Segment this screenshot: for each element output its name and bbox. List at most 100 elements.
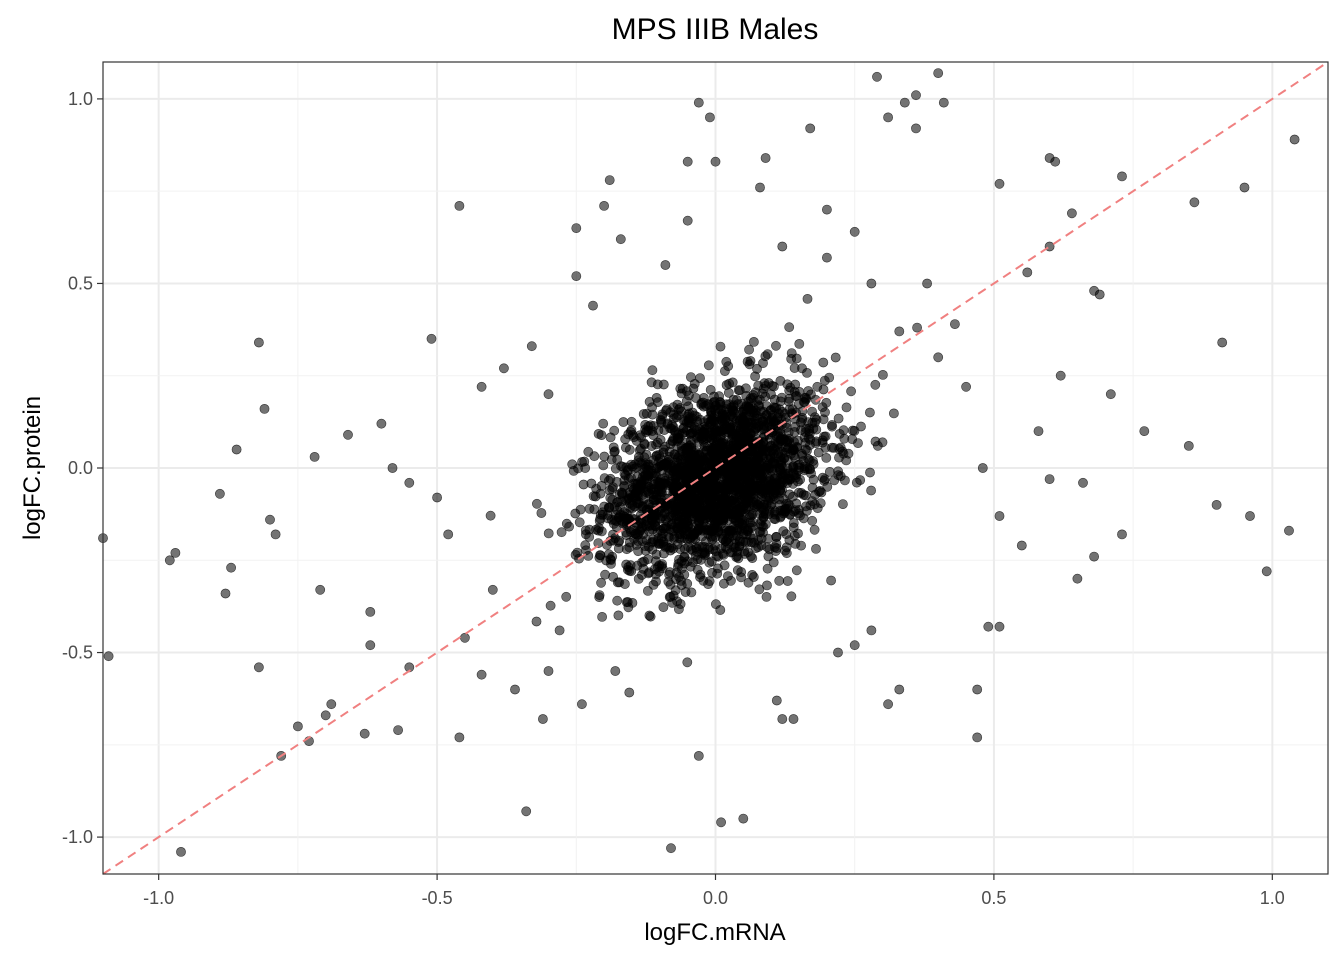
- data-point: [741, 503, 752, 514]
- data-point: [777, 714, 788, 724]
- data-point: [616, 487, 627, 498]
- data-point: [782, 379, 793, 390]
- data-point: [674, 432, 685, 443]
- data-point: [847, 425, 858, 436]
- data-point: [734, 541, 745, 552]
- data-point: [994, 621, 1005, 632]
- data-point: [634, 515, 645, 526]
- data-point: [668, 409, 679, 420]
- data-point: [983, 621, 994, 632]
- data-point: [784, 322, 795, 333]
- data-point: [694, 516, 705, 526]
- data-point: [689, 530, 699, 540]
- data-point: [638, 409, 649, 419]
- x-tick-label: -0.5: [422, 888, 453, 908]
- data-point: [661, 457, 672, 468]
- data-point: [994, 178, 1005, 189]
- data-point: [765, 441, 776, 452]
- data-point: [743, 547, 753, 558]
- data-point: [561, 591, 572, 602]
- data-point: [804, 426, 814, 437]
- data-point: [694, 431, 705, 442]
- data-point: [605, 473, 616, 484]
- data-point: [782, 454, 793, 465]
- data-point: [824, 466, 835, 477]
- data-point: [231, 444, 242, 455]
- data-point: [1284, 525, 1294, 536]
- data-point: [690, 490, 701, 501]
- data-point: [933, 352, 944, 363]
- data-point: [1245, 511, 1255, 521]
- data-point: [697, 461, 708, 472]
- data-point: [610, 533, 620, 543]
- data-point: [1033, 426, 1044, 436]
- data-point: [731, 552, 742, 562]
- data-point: [586, 478, 597, 489]
- data-point: [817, 435, 828, 446]
- data-point: [612, 595, 623, 606]
- data-point: [827, 421, 837, 432]
- data-point: [635, 430, 645, 441]
- data-point: [756, 503, 767, 513]
- data-point: [883, 699, 893, 710]
- data-point: [685, 428, 696, 439]
- data-point: [595, 550, 605, 560]
- data-point: [849, 226, 860, 237]
- data-point: [707, 492, 718, 503]
- data-point: [972, 732, 983, 743]
- data-point: [817, 472, 828, 483]
- data-point: [679, 551, 690, 562]
- data-point: [598, 418, 609, 429]
- data-point: [615, 234, 626, 245]
- data-point: [818, 357, 829, 368]
- data-point: [786, 591, 797, 602]
- data-point: [686, 372, 696, 382]
- data-point: [543, 666, 554, 676]
- data-point: [961, 381, 971, 392]
- data-point: [761, 592, 772, 602]
- data-point: [692, 564, 703, 575]
- data-point: [589, 504, 600, 515]
- data-point: [476, 669, 487, 680]
- data-point: [343, 429, 353, 440]
- data-point: [938, 97, 949, 108]
- data-point: [749, 336, 759, 347]
- data-point: [691, 546, 702, 557]
- data-point: [758, 521, 769, 532]
- data-point: [596, 577, 606, 588]
- data-point: [822, 252, 832, 263]
- data-point: [630, 488, 641, 499]
- data-point: [761, 410, 772, 420]
- data-point: [794, 462, 805, 473]
- data-point: [1189, 197, 1200, 208]
- data-point: [1022, 267, 1033, 278]
- data-point: [604, 175, 615, 185]
- data-point: [598, 460, 609, 471]
- data-point: [770, 472, 780, 483]
- data-point: [675, 599, 686, 609]
- data-point: [798, 397, 809, 407]
- data-point: [855, 475, 866, 485]
- data-point: [666, 843, 676, 854]
- data-point: [754, 584, 765, 595]
- data-point: [866, 485, 876, 496]
- data-point: [561, 518, 572, 529]
- data-point: [1044, 474, 1055, 484]
- data-point: [812, 381, 823, 392]
- data-point: [365, 607, 376, 617]
- data-point: [1139, 426, 1150, 436]
- data-point: [679, 533, 690, 543]
- data-point: [1183, 440, 1194, 451]
- data-point: [326, 699, 337, 710]
- data-point: [698, 401, 709, 412]
- data-points: [98, 68, 1300, 857]
- data-point: [680, 587, 691, 597]
- data-point: [763, 533, 773, 544]
- data-point: [627, 598, 638, 608]
- data-point: [214, 488, 225, 499]
- data-point: [794, 338, 805, 349]
- data-point: [769, 458, 779, 469]
- data-point: [721, 424, 731, 435]
- data-point: [699, 499, 709, 510]
- data-point: [614, 577, 625, 588]
